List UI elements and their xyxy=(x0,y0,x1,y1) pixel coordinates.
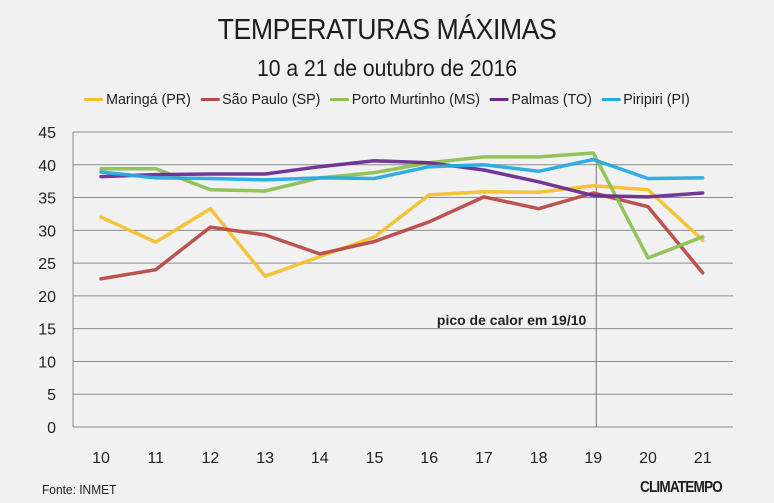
legend-item-porto-murtinho: Porto Murtinho (MS) xyxy=(329,91,481,108)
series-line-4 xyxy=(99,157,705,182)
y-tick-label: 25 xyxy=(38,256,56,273)
y-tick-label: 35 xyxy=(38,191,56,208)
y-tick-label: 30 xyxy=(38,223,56,240)
climatempo-logo: CLIMATEMPO xyxy=(640,479,723,496)
y-tick-label: 40 xyxy=(38,158,56,175)
y-tick-label: 20 xyxy=(38,289,56,306)
legend: Maringá (PR) São Paulo (SP) Porto Murtin… xyxy=(19,91,754,108)
series-lines xyxy=(99,151,705,281)
legend-swatch xyxy=(329,98,349,101)
series-line-3 xyxy=(99,159,705,199)
legend-label: Palmas (TO) xyxy=(511,91,592,108)
x-tick-label: 16 xyxy=(420,450,438,467)
x-tick-label: 14 xyxy=(311,450,329,467)
y-tick-label: 5 xyxy=(47,387,56,404)
x-tick-label: 10 xyxy=(92,450,110,467)
y-tick-label: 10 xyxy=(38,354,56,371)
x-tick-label: 17 xyxy=(475,450,493,467)
x-tick-label: 21 xyxy=(694,450,712,467)
legend-label: Maringá (PR) xyxy=(106,91,191,108)
series-line-2 xyxy=(99,151,705,260)
annotation-layer: pico de calor em 19/10 xyxy=(437,155,597,427)
legend-item-sao-paulo: São Paulo (SP) xyxy=(200,91,320,108)
x-tick-label: 11 xyxy=(147,450,164,467)
legend-label: Piripiri (PI) xyxy=(623,91,690,108)
x-tick-label: 12 xyxy=(202,450,220,467)
series-line-0 xyxy=(99,184,705,278)
legend-swatch xyxy=(601,98,621,101)
gridlines xyxy=(72,131,733,428)
y-axis-ticks: 0 5 10 15 20 25 30 35 40 45 xyxy=(38,125,56,437)
x-tick-label: 15 xyxy=(366,450,384,467)
y-tick-label: 0 xyxy=(47,420,56,437)
legend-label: São Paulo (SP) xyxy=(222,91,321,108)
legend-item-piripiri: Piripiri (PI) xyxy=(601,91,690,108)
series-line-1 xyxy=(99,191,705,281)
chart-title: TEMPERATURAS MÁXIMAS xyxy=(217,14,557,46)
legend-swatch xyxy=(489,98,509,101)
x-tick-label: 19 xyxy=(584,450,602,467)
x-tick-label: 18 xyxy=(530,450,548,467)
source-note: Fonte: INMET xyxy=(42,482,117,497)
x-axis-ticks: 10 11 12 13 14 15 16 17 18 19 20 21 xyxy=(92,450,712,467)
legend-label: Porto Murtinho (MS) xyxy=(351,91,481,108)
legend-swatch xyxy=(84,98,104,101)
x-tick-label: 13 xyxy=(256,450,274,467)
legend-item-maringa: Maringá (PR) xyxy=(84,91,191,108)
y-tick-label: 45 xyxy=(38,125,56,142)
chart-subtitle: 10 a 21 de outubro de 2016 xyxy=(256,55,518,81)
legend-item-palmas: Palmas (TO) xyxy=(489,91,592,108)
annotation-label: pico de calor em 19/10 xyxy=(437,312,587,328)
x-tick-label: 20 xyxy=(639,450,657,467)
legend-swatch xyxy=(200,98,220,101)
y-tick-label: 15 xyxy=(38,322,56,339)
